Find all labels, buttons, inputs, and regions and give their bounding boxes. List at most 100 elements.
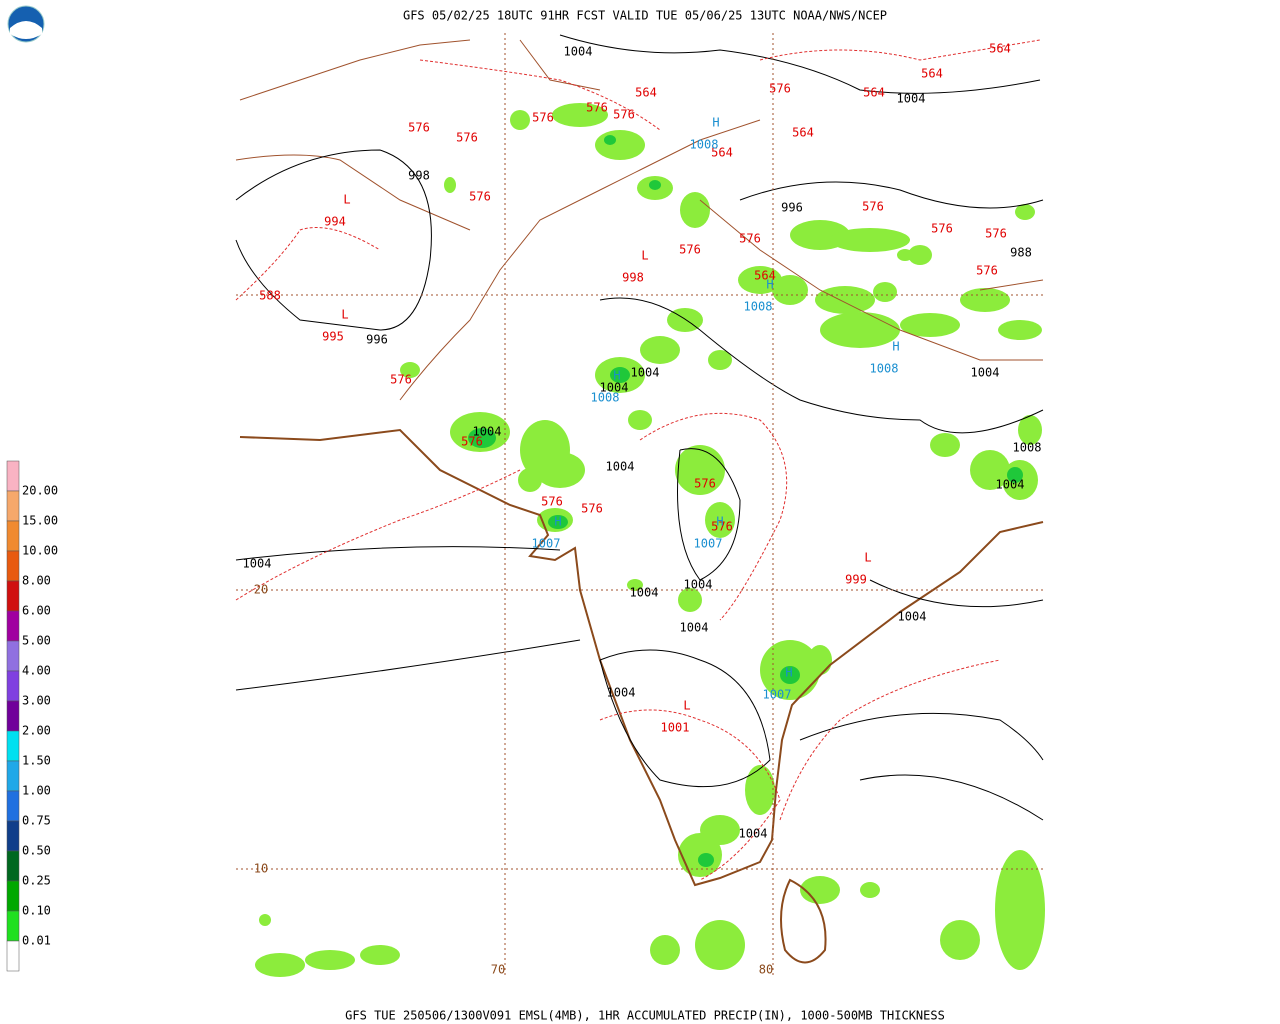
- isobar-label: 996: [366, 333, 388, 347]
- precip-area: [444, 177, 456, 193]
- legend-label: 5.00: [22, 634, 51, 648]
- legend-swatch: [6, 880, 20, 912]
- legend-label: 8.00: [22, 574, 51, 588]
- thickness-label: 576: [581, 502, 603, 516]
- precip-area: [627, 579, 643, 591]
- isobar-label: 1004: [971, 366, 1000, 380]
- thickness-contour: [235, 469, 521, 601]
- legend-label: 0.75: [22, 814, 51, 828]
- precip-area: [552, 103, 608, 127]
- lat-label: 20: [254, 583, 268, 597]
- precip-area: [678, 588, 702, 612]
- pressure-center-value: 1007: [763, 688, 792, 702]
- legend-swatch: [6, 820, 20, 852]
- pressure-center-value: 1008: [870, 362, 899, 376]
- thickness-label: 576: [931, 222, 953, 236]
- thickness-label: 576: [461, 435, 483, 449]
- isobar-label: 1004: [243, 557, 272, 571]
- thickness-label: 564: [754, 269, 776, 283]
- pressure-center-symbol: H: [712, 116, 719, 130]
- isobar: [739, 181, 1044, 209]
- precip-area: [595, 130, 645, 160]
- pressure-center-symbol: H: [785, 666, 792, 680]
- isobar: [235, 546, 581, 691]
- isobar-label: 1004: [684, 578, 713, 592]
- thickness-label: 564: [792, 126, 814, 140]
- isobar-label: 1004: [600, 381, 629, 395]
- legend-label: 15.00: [22, 514, 58, 528]
- pressure-center-value: 1007: [532, 537, 561, 551]
- precip-area: [745, 765, 775, 815]
- precip-area: [960, 288, 1010, 312]
- legend-swatch: [6, 940, 20, 972]
- precip-area: [908, 245, 932, 265]
- legend-swatch: [6, 610, 20, 642]
- thickness-label: 576: [390, 373, 412, 387]
- pressure-center-value: 1007: [694, 537, 723, 551]
- legend-label: 6.00: [22, 604, 51, 618]
- precip-area: [995, 850, 1045, 970]
- precip-area: [305, 950, 355, 970]
- precip-area: [1018, 415, 1042, 445]
- precip-area: [680, 192, 710, 228]
- legend-swatch: [6, 910, 20, 942]
- isobar-label: 1004: [607, 686, 636, 700]
- precip-area: [628, 410, 652, 430]
- pressure-center-symbol: L: [341, 308, 348, 322]
- legend-swatch: [6, 520, 20, 552]
- thickness-label: 564: [711, 146, 733, 160]
- thickness-label: 576: [532, 111, 554, 125]
- thickness-label: 576: [711, 520, 733, 534]
- precip-area: [518, 468, 542, 492]
- isobar: [677, 448, 741, 581]
- footer: GFS TUE 250506/1300V091 EMSL(4MB), 1HR A…: [345, 1009, 945, 1023]
- legend-swatch: [6, 790, 20, 822]
- coastline: [239, 428, 1044, 887]
- precip-area: [705, 502, 735, 538]
- pressure-center-symbol: H: [613, 369, 620, 383]
- pressure-center-symbol: L: [683, 699, 690, 713]
- isobar-label: 996: [781, 201, 803, 215]
- noaa-logo-wave: [10, 21, 42, 39]
- precip-area: [695, 920, 745, 970]
- pressure-center-symbol: L: [641, 249, 648, 263]
- legend-label: 1.00: [22, 784, 51, 798]
- lat-label: 10: [254, 862, 268, 876]
- isobar-label: 1004: [564, 45, 593, 59]
- thickness-label: 576: [739, 232, 761, 246]
- isobar: [559, 34, 1041, 94]
- precip-area: [800, 876, 840, 904]
- legend-label: 0.10: [22, 904, 51, 918]
- isobar-label: 1004: [739, 827, 768, 841]
- precip-area: [808, 645, 832, 675]
- precip-area: [772, 275, 808, 305]
- precip-area: [510, 110, 530, 130]
- thickness-label: 576: [541, 495, 563, 509]
- precip-area: [400, 362, 420, 378]
- precip-area: [738, 266, 782, 294]
- border: [235, 39, 1044, 401]
- thickness-label: 564: [921, 67, 943, 81]
- thickness-label: 576: [613, 108, 635, 122]
- map: 70 80201010041004998996996988100410041004…: [235, 33, 1045, 977]
- precip-area: [998, 320, 1042, 340]
- isobar-label: 1004: [631, 366, 660, 380]
- isobar-label: 998: [408, 169, 430, 183]
- legend-swatch: [6, 550, 20, 582]
- pressure-center-symbol: L: [343, 193, 350, 207]
- isobar-label: 1004: [606, 460, 635, 474]
- thickness-label: 576: [976, 264, 998, 278]
- coastline-sri-lanka: [780, 878, 827, 964]
- thickness-label: 576: [679, 243, 701, 257]
- thickness-label: 576: [469, 190, 491, 204]
- legend-label: 1.50: [22, 754, 51, 768]
- isobar-label: 1008: [1013, 441, 1042, 455]
- thickness-label: 576: [408, 121, 430, 135]
- lon-label: 70: [491, 963, 505, 977]
- legend-label: 3.00: [22, 694, 51, 708]
- legend-swatch: [6, 850, 20, 882]
- pressure-center-value: 999: [845, 573, 867, 587]
- precip-area: [708, 350, 732, 370]
- pressure-center-symbol: L: [864, 551, 871, 565]
